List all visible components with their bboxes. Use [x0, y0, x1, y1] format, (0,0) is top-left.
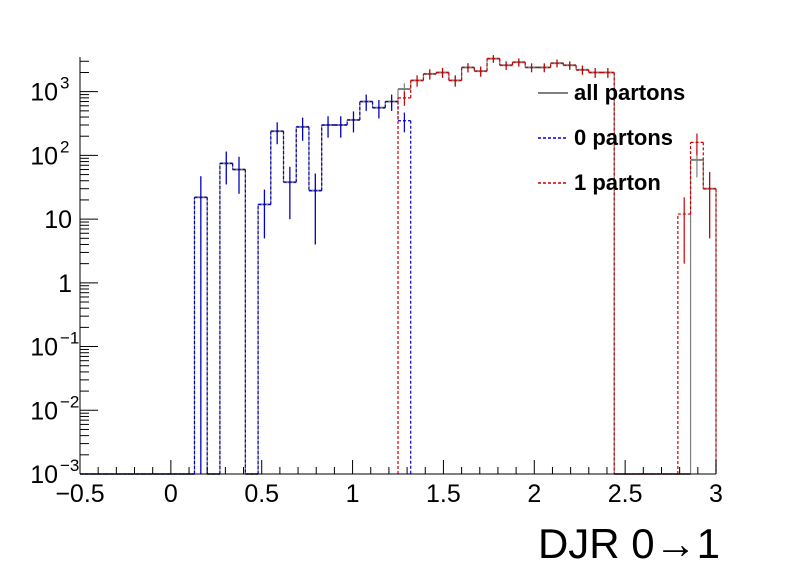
y-tick-label: 1	[58, 270, 72, 298]
y-tick-label-exponent: 2	[60, 137, 69, 156]
y-tick-label-exponent: −2	[60, 392, 79, 411]
x-axis-title: DJR 0→1	[538, 520, 720, 567]
legend: all partons 0 partons 1 parton	[538, 80, 685, 195]
y-tick-label: 10	[30, 397, 58, 425]
y-tick-label-exponent: 3	[60, 74, 69, 93]
x-tick-label: 0	[164, 480, 178, 508]
x-tick-label: 3	[709, 480, 723, 508]
x-tick-label: 1.5	[426, 480, 461, 508]
y-tick-label: 10	[30, 142, 58, 170]
histogram-series-group	[80, 55, 717, 475]
x-tick-label: −0.5	[55, 480, 104, 508]
legend-label-0-partons: 0 partons	[574, 125, 673, 150]
x-tick-label: 1	[346, 480, 360, 508]
y-tick-label: 10	[30, 461, 58, 489]
x-tick-label: 2.5	[608, 480, 643, 508]
y-tick-label-exponent: −3	[60, 456, 79, 475]
y-tick-label: 10	[44, 206, 72, 234]
x-tick-label: 2	[527, 480, 541, 508]
y-tick-label: 10	[30, 79, 58, 107]
y-tick-label: 10	[30, 334, 58, 362]
legend-label-1-parton: 1 parton	[574, 170, 661, 195]
y-tick-label-exponent: −1	[60, 329, 79, 348]
legend-label-all-partons: all partons	[574, 80, 685, 105]
x-tick-label: 0.5	[244, 480, 279, 508]
axes-group	[79, 57, 717, 475]
